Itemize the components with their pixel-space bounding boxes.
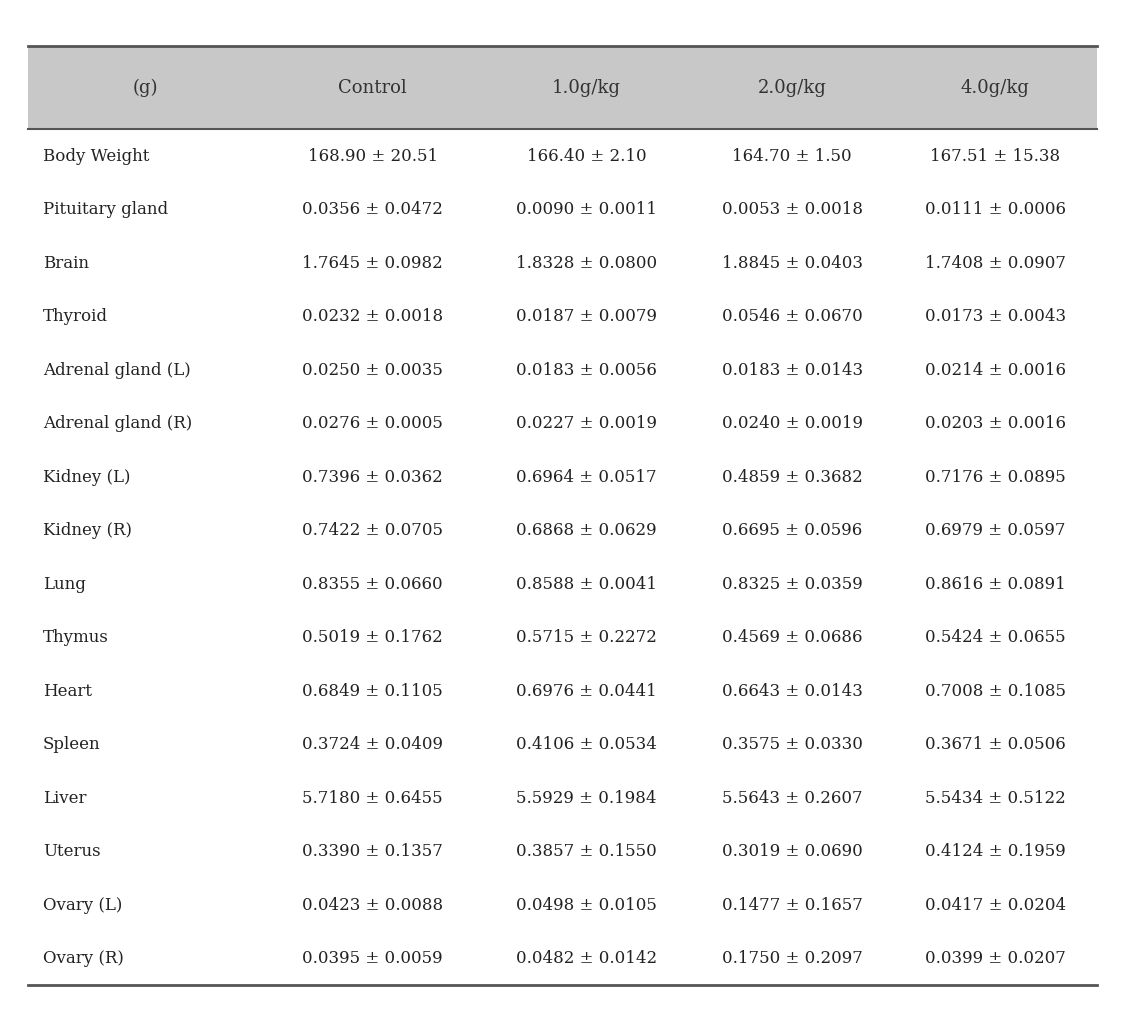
Text: 0.6979 ± 0.0597: 0.6979 ± 0.0597 <box>925 522 1065 540</box>
Text: 0.0203 ± 0.0016: 0.0203 ± 0.0016 <box>925 415 1065 432</box>
Text: 5.5643 ± 0.2607: 5.5643 ± 0.2607 <box>722 790 863 806</box>
Text: 1.8845 ± 0.0403: 1.8845 ± 0.0403 <box>722 254 863 272</box>
Text: 0.7176 ± 0.0895: 0.7176 ± 0.0895 <box>925 468 1065 486</box>
Text: Spleen: Spleen <box>43 736 100 753</box>
Bar <box>28 46 1097 129</box>
Text: 0.0240 ± 0.0019: 0.0240 ± 0.0019 <box>722 415 863 432</box>
Text: 0.0214 ± 0.0016: 0.0214 ± 0.0016 <box>925 361 1065 379</box>
Text: 0.0187 ± 0.0079: 0.0187 ± 0.0079 <box>516 308 657 325</box>
Text: 0.0227 ± 0.0019: 0.0227 ± 0.0019 <box>516 415 657 432</box>
Text: Control: Control <box>339 78 407 97</box>
Text: 0.3575 ± 0.0330: 0.3575 ± 0.0330 <box>722 736 863 753</box>
Text: Body Weight: Body Weight <box>43 148 150 165</box>
Text: 168.90 ± 20.51: 168.90 ± 20.51 <box>308 148 438 165</box>
Text: 0.5715 ± 0.2272: 0.5715 ± 0.2272 <box>516 629 657 646</box>
Text: 0.0356 ± 0.0472: 0.0356 ± 0.0472 <box>303 201 443 218</box>
Text: 0.0090 ± 0.0011: 0.0090 ± 0.0011 <box>516 201 657 218</box>
Text: 5.7180 ± 0.6455: 5.7180 ± 0.6455 <box>303 790 443 806</box>
Text: Kidney (R): Kidney (R) <box>43 522 132 540</box>
Text: Brain: Brain <box>43 254 89 272</box>
Text: 166.40 ± 2.10: 166.40 ± 2.10 <box>526 148 647 165</box>
Text: 0.4124 ± 0.1959: 0.4124 ± 0.1959 <box>925 843 1065 860</box>
Text: Thyroid: Thyroid <box>43 308 108 325</box>
Text: 0.0183 ± 0.0056: 0.0183 ± 0.0056 <box>516 361 657 379</box>
Text: 0.0546 ± 0.0670: 0.0546 ± 0.0670 <box>722 308 863 325</box>
Text: 164.70 ± 1.50: 164.70 ± 1.50 <box>732 148 852 165</box>
Text: 4.0g/kg: 4.0g/kg <box>961 78 1029 97</box>
Text: 0.7008 ± 0.1085: 0.7008 ± 0.1085 <box>925 683 1065 699</box>
Text: 0.0417 ± 0.0204: 0.0417 ± 0.0204 <box>925 897 1065 914</box>
Text: 0.6643 ± 0.0143: 0.6643 ± 0.0143 <box>722 683 863 699</box>
Text: 0.3019 ± 0.0690: 0.3019 ± 0.0690 <box>722 843 863 860</box>
Text: 0.6964 ± 0.0517: 0.6964 ± 0.0517 <box>516 468 657 486</box>
Text: 0.6976 ± 0.0441: 0.6976 ± 0.0441 <box>516 683 657 699</box>
Text: 0.6868 ± 0.0629: 0.6868 ± 0.0629 <box>516 522 657 540</box>
Text: 0.3390 ± 0.1357: 0.3390 ± 0.1357 <box>303 843 443 860</box>
Text: 0.6849 ± 0.1105: 0.6849 ± 0.1105 <box>303 683 443 699</box>
Text: Lung: Lung <box>43 575 86 592</box>
Text: 0.8588 ± 0.0041: 0.8588 ± 0.0041 <box>516 575 657 592</box>
Text: 0.0173 ± 0.0043: 0.0173 ± 0.0043 <box>925 308 1065 325</box>
Text: 1.8328 ± 0.0800: 1.8328 ± 0.0800 <box>516 254 657 272</box>
Text: 167.51 ± 15.38: 167.51 ± 15.38 <box>930 148 1061 165</box>
Text: 0.3724 ± 0.0409: 0.3724 ± 0.0409 <box>303 736 443 753</box>
Text: 0.0399 ± 0.0207: 0.0399 ± 0.0207 <box>925 950 1065 967</box>
Text: 0.0395 ± 0.0059: 0.0395 ± 0.0059 <box>303 950 443 967</box>
Text: 0.6695 ± 0.0596: 0.6695 ± 0.0596 <box>722 522 863 540</box>
Text: 1.7408 ± 0.0907: 1.7408 ± 0.0907 <box>925 254 1065 272</box>
Text: 0.0498 ± 0.0105: 0.0498 ± 0.0105 <box>516 897 657 914</box>
Text: 0.8325 ± 0.0359: 0.8325 ± 0.0359 <box>722 575 863 592</box>
Text: 0.0482 ± 0.0142: 0.0482 ± 0.0142 <box>516 950 657 967</box>
Text: Liver: Liver <box>43 790 87 806</box>
Text: 0.0250 ± 0.0035: 0.0250 ± 0.0035 <box>303 361 443 379</box>
Text: 0.8616 ± 0.0891: 0.8616 ± 0.0891 <box>925 575 1065 592</box>
Text: Adrenal gland (L): Adrenal gland (L) <box>43 361 190 379</box>
Text: 0.0183 ± 0.0143: 0.0183 ± 0.0143 <box>722 361 863 379</box>
Text: 0.1477 ± 0.1657: 0.1477 ± 0.1657 <box>722 897 863 914</box>
Text: 1.7645 ± 0.0982: 1.7645 ± 0.0982 <box>303 254 443 272</box>
Text: 1.0g/kg: 1.0g/kg <box>552 78 621 97</box>
Text: 0.0423 ± 0.0088: 0.0423 ± 0.0088 <box>303 897 443 914</box>
Text: 0.0232 ± 0.0018: 0.0232 ± 0.0018 <box>303 308 443 325</box>
Text: 0.0053 ± 0.0018: 0.0053 ± 0.0018 <box>722 201 863 218</box>
Text: 0.5424 ± 0.0655: 0.5424 ± 0.0655 <box>925 629 1065 646</box>
Text: 0.1750 ± 0.2097: 0.1750 ± 0.2097 <box>722 950 863 967</box>
Text: 0.3857 ± 0.1550: 0.3857 ± 0.1550 <box>516 843 657 860</box>
Text: 0.4106 ± 0.0534: 0.4106 ± 0.0534 <box>516 736 657 753</box>
Text: (g): (g) <box>133 78 159 97</box>
Text: 0.7422 ± 0.0705: 0.7422 ± 0.0705 <box>303 522 443 540</box>
Text: Pituitary gland: Pituitary gland <box>43 201 168 218</box>
Text: 0.5019 ± 0.1762: 0.5019 ± 0.1762 <box>303 629 443 646</box>
Text: Heart: Heart <box>43 683 92 699</box>
Text: 0.8355 ± 0.0660: 0.8355 ± 0.0660 <box>303 575 443 592</box>
Text: Ovary (L): Ovary (L) <box>43 897 123 914</box>
Text: 0.3671 ± 0.0506: 0.3671 ± 0.0506 <box>925 736 1065 753</box>
Text: 0.4569 ± 0.0686: 0.4569 ± 0.0686 <box>722 629 863 646</box>
Text: Uterus: Uterus <box>43 843 100 860</box>
Text: Thymus: Thymus <box>43 629 109 646</box>
Text: 0.0111 ± 0.0006: 0.0111 ± 0.0006 <box>925 201 1065 218</box>
Text: Ovary (R): Ovary (R) <box>43 950 124 967</box>
Text: 2.0g/kg: 2.0g/kg <box>758 78 827 97</box>
Text: Adrenal gland (R): Adrenal gland (R) <box>43 415 192 432</box>
Text: 0.4859 ± 0.3682: 0.4859 ± 0.3682 <box>722 468 863 486</box>
Text: 0.0276 ± 0.0005: 0.0276 ± 0.0005 <box>303 415 443 432</box>
Text: Kidney (L): Kidney (L) <box>43 468 130 486</box>
Text: 5.5929 ± 0.1984: 5.5929 ± 0.1984 <box>516 790 657 806</box>
Text: 0.7396 ± 0.0362: 0.7396 ± 0.0362 <box>303 468 443 486</box>
Text: 5.5434 ± 0.5122: 5.5434 ± 0.5122 <box>925 790 1065 806</box>
